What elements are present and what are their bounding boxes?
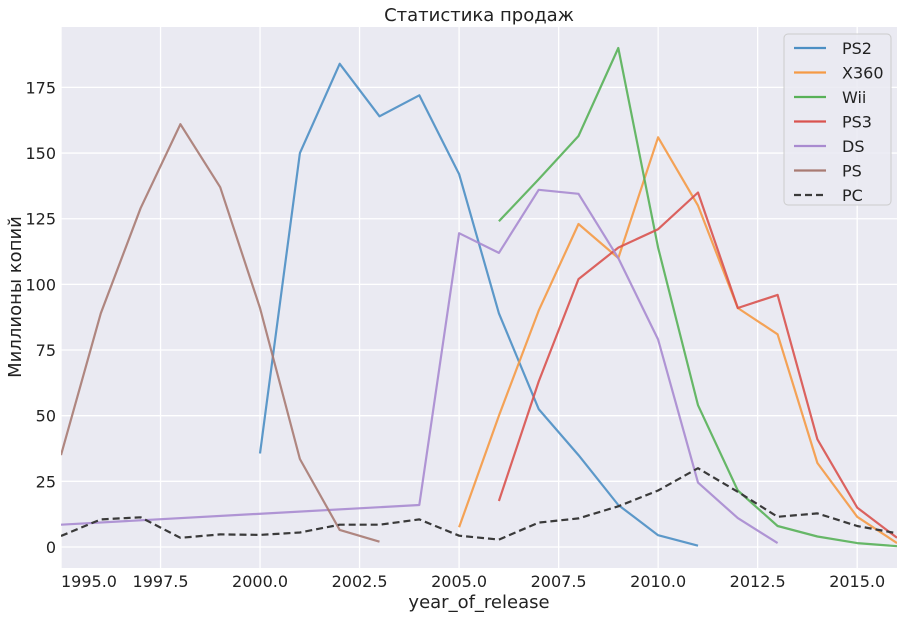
x-tick-label: 1995.0 <box>61 572 117 591</box>
legend: PS2 X360 Wii PS3 DS PS PC <box>783 33 892 206</box>
x-tick-label: 2000.0 <box>232 572 288 591</box>
legend-label: PS2 <box>842 39 872 58</box>
legend-label: Wii <box>842 88 866 107</box>
legend-label: PS <box>842 162 862 181</box>
legend-label: DS <box>842 137 864 156</box>
x-axis-label: year_of_release <box>408 592 549 613</box>
series-line-ds <box>61 188 779 545</box>
x-tick-labels: 1995.0 1997.5 2000.0 2002.5 2005.0 2007.5 2010… <box>61 572 885 591</box>
y-tick-label: 100 <box>25 275 56 294</box>
series-line-pc <box>61 467 897 541</box>
y-axis-label: Миллионы копий <box>5 216 26 378</box>
legend-label: X360 <box>842 64 884 83</box>
series-line-wii <box>498 46 897 548</box>
x-tick-label: 2005.0 <box>431 572 487 591</box>
y-tick-label: 125 <box>25 210 56 229</box>
series-line-x360 <box>458 136 897 545</box>
legend-label: PS3 <box>842 113 872 132</box>
y-tick-label: 50 <box>36 407 56 426</box>
legend-frame <box>783 33 892 206</box>
y-tick-label: 0 <box>46 538 56 557</box>
x-tick-label: 1997.5 <box>133 572 189 591</box>
y-tick-label: 175 <box>25 78 56 97</box>
chart-title: Статистика продаж <box>384 5 574 26</box>
series-line-ps3 <box>497 191 897 539</box>
legend-label: PC <box>842 186 863 205</box>
y-tick-label: 150 <box>25 144 56 163</box>
y-tick-label: 25 <box>36 472 56 491</box>
series-line-ps <box>61 123 380 543</box>
y-tick-labels: 0 25 50 75 100 125 150 175 <box>25 78 56 557</box>
x-tick-label: 2007.5 <box>531 572 587 591</box>
x-tick-label: 2010.0 <box>630 572 686 591</box>
grid-lines <box>60 27 897 568</box>
series-layer <box>61 46 897 548</box>
x-tick-label: 2015.0 <box>829 572 885 591</box>
x-tick-label: 2002.5 <box>332 572 388 591</box>
y-tick-label: 75 <box>36 341 56 360</box>
x-tick-label: 2012.5 <box>730 572 786 591</box>
